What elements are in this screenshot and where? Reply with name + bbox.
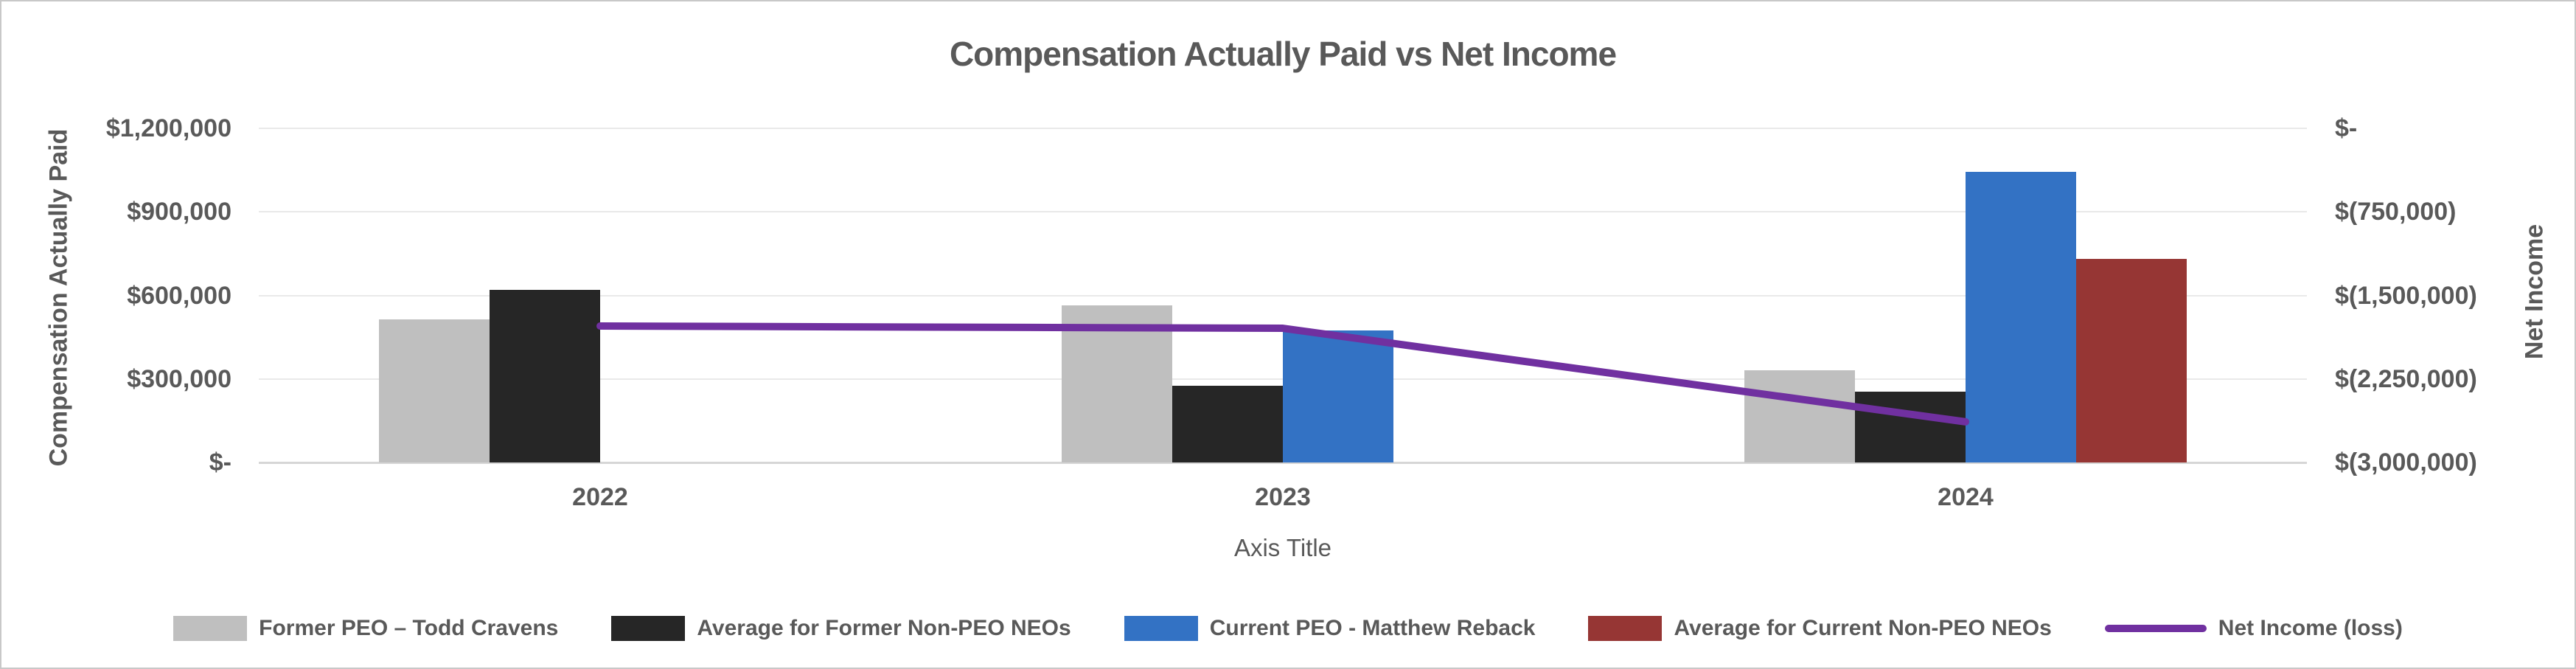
x-axis-category-label: 2023 [1255,483,1311,511]
bar-segment [1966,171,2076,462]
gridline [259,211,2307,213]
legend-label: Average for Former Non-PEO NEOs [697,616,1071,640]
legend-label: Former PEO – Todd Cravens [259,616,559,640]
legend-item: Average for Former Non-PEO NEOs [611,616,1071,641]
legend-label: Net Income (loss) [2218,616,2403,640]
bar-segment [490,289,600,462]
legend-color-swatch [173,616,248,641]
x-axis-category-label: 2022 [572,483,628,511]
bar-segment [1062,305,1172,462]
left-tick-label: $900,000 [127,198,232,226]
legend-label: Current PEO - Matthew Reback [1209,616,1536,640]
bar-segment [1744,370,1855,462]
right-tick-label: $(3,000,000) [2335,448,2477,476]
bar-segment [379,319,490,462]
legend: Former PEO – Todd Cravens Average for For… [1,606,2575,651]
right-axis-title: Net Income [2520,223,2549,360]
right-tick-label: $(1,500,000) [2335,281,2477,310]
right-tick-label: $(750,000) [2335,198,2457,226]
left-tick-label: $600,000 [127,281,232,310]
legend-line-swatch [2104,625,2207,632]
legend-item: Average for Current Non-PEO NEOs [1588,616,2052,641]
x-axis-category-label: 2024 [1938,483,1994,511]
x-axis-line [259,462,2307,464]
left-tick-label: $- [209,448,232,476]
legend-label: Average for Current Non-PEO NEOs [1674,616,2052,640]
legend-item: Current PEO - Matthew Reback [1124,616,1536,641]
bar-segment [1855,391,1966,462]
legend-color-swatch [611,616,686,641]
legend-item: Former PEO – Todd Cravens [173,616,558,641]
bar-segment [2076,259,2187,462]
legend-color-swatch [1124,616,1198,641]
gridline [259,128,2307,129]
left-tick-label: $1,200,000 [105,114,232,142]
x-axis-title: Axis Title [1233,534,1332,561]
legend-item: Net Income (loss) [2104,616,2403,641]
right-tick-label: $(2,250,000) [2335,364,2477,393]
left-tick-label: $300,000 [127,364,232,393]
bar-segment [1283,330,1393,462]
legend-color-swatch [1588,616,1663,641]
gridline [259,294,2307,297]
right-tick-label: $- [2335,114,2358,142]
chart-title: Compensation Actually Paid vs Net Income [949,35,1617,73]
bar-segment [1172,386,1283,462]
